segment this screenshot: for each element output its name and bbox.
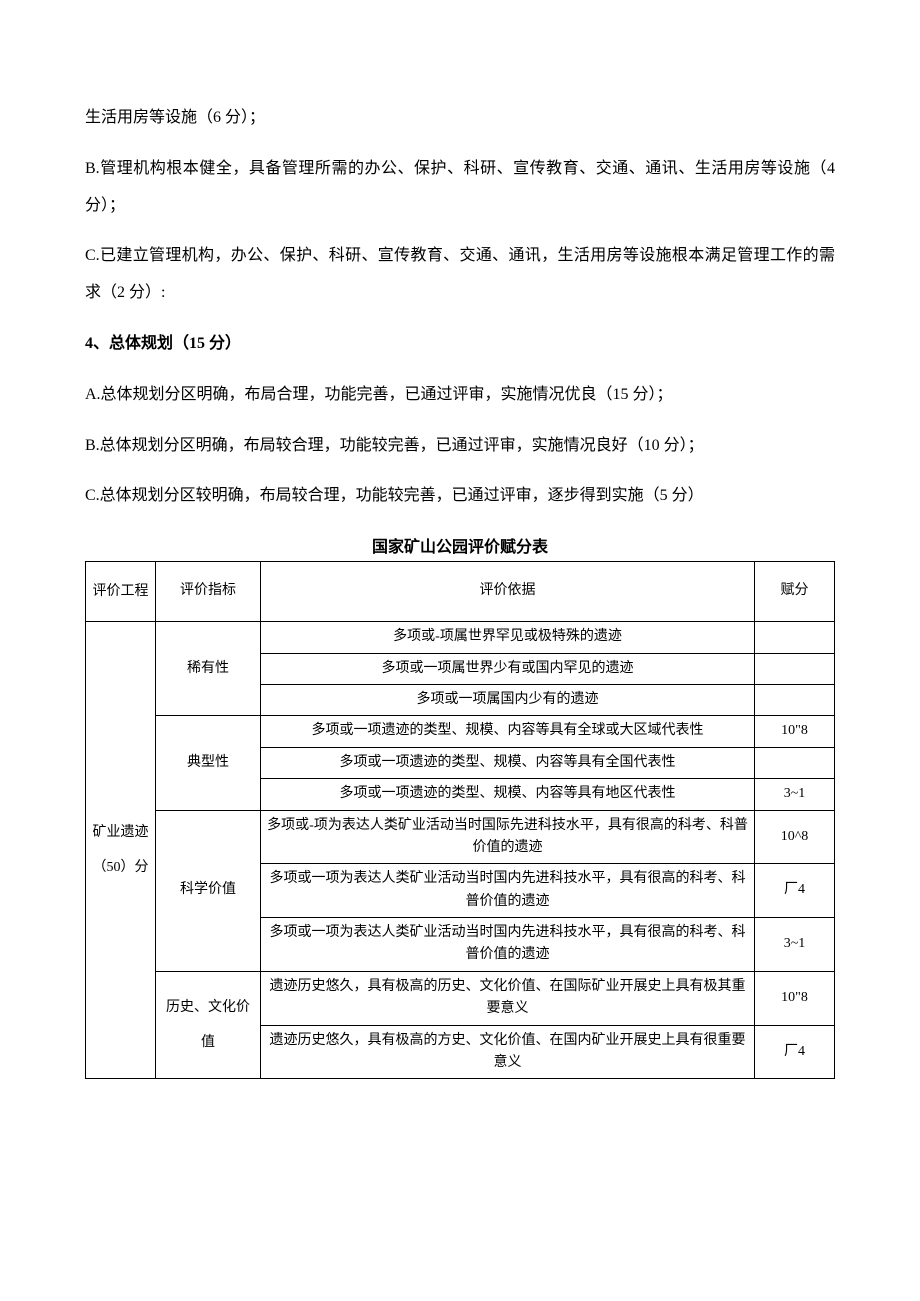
table-title: 国家矿山公园评价赋分表 — [85, 533, 835, 557]
criteria-cell: 多项或一项属世界少有或国内罕见的遗迹 — [261, 653, 755, 684]
table-title-text: 国家矿山公园评价赋分表 — [372, 539, 548, 556]
score-cell — [755, 653, 835, 684]
text-content: 生活用房等设施（6 分）； — [85, 109, 265, 126]
paragraph-option-c: C.已建立管理机构，办公、保护、科研、宣传教育、交通、通讯，生活用房等设施根本满… — [85, 238, 835, 312]
scoring-table: 评价工程 评价指标 评价依据 赋分 矿业遗迹（50）分 稀有性 多项或-项属世界… — [85, 561, 835, 1079]
criteria-cell: 多项或一项为表达人类矿业活动当时国内先进科技水平，具有很高的科考、科普价值的遗迹 — [261, 918, 755, 972]
indicator-cell: 历史、文化价值 — [156, 971, 261, 1079]
text-content: B.总体规划分区明确，布局较合理，功能较完善，已通过评审，实施情况良好（10 分… — [85, 437, 704, 454]
score-cell — [755, 622, 835, 653]
text-content: C.总体规划分区较明确，布局较合理，功能较完善，已通过评审，逐步得到实施（5 分… — [85, 487, 704, 504]
criteria-cell: 多项或一项遗迹的类型、规模、内容等具有全球或大区域代表性 — [261, 716, 755, 747]
table-row: 矿业遗迹（50）分 稀有性 多项或-项属世界罕见或极特殊的遗迹 — [86, 622, 835, 653]
indicator-cell: 科学价值 — [156, 810, 261, 971]
score-cell: 3~1 — [755, 779, 835, 810]
criteria-cell: 多项或-项为表达人类矿业活动当时国际先进科技水平，具有很高的科考、科普价值的遗迹 — [261, 810, 755, 864]
paragraph-facilities: 生活用房等设施（6 分）； — [85, 100, 835, 137]
table-row: 典型性 多项或一项遗迹的类型、规模、内容等具有全球或大区域代表性 10"8 — [86, 716, 835, 747]
heading-section-4: 4、总体规划（15 分） — [85, 326, 835, 363]
criteria-cell: 多项或一项为表达人类矿业活动当时国内先进科技水平，具有很高的科考、科普价值的遗迹 — [261, 864, 755, 918]
criteria-cell: 多项或一项属国内少有的遗迹 — [261, 684, 755, 715]
table-row: 科学价值 多项或-项为表达人类矿业活动当时国际先进科技水平，具有很高的科考、科普… — [86, 810, 835, 864]
score-cell — [755, 747, 835, 778]
paragraph-option-b: B.管理机构根本健全，具备管理所需的办公、保护、科研、宣传教育、交通、通讯、生活… — [85, 151, 835, 225]
score-cell: 厂4 — [755, 1025, 835, 1079]
criteria-cell: 遗迹历史悠久，具有极高的历史、文化价值、在国际矿业开展史上具有极其重要意义 — [261, 971, 755, 1025]
score-cell: 10"8 — [755, 971, 835, 1025]
paragraph-4c: C.总体规划分区较明确，布局较合理，功能较完善，已通过评审，逐步得到实施（5 分… — [85, 478, 835, 515]
table-row: 历史、文化价值 遗迹历史悠久，具有极高的历史、文化价值、在国际矿业开展史上具有极… — [86, 971, 835, 1025]
criteria-cell: 多项或-项属世界罕见或极特殊的遗迹 — [261, 622, 755, 653]
criteria-cell: 多项或一项遗迹的类型、规模、内容等具有全国代表性 — [261, 747, 755, 778]
header-col4: 赋分 — [755, 562, 835, 622]
paragraph-4a: A.总体规划分区明确，布局合理，功能完善，已通过评审，实施情况优良（15 分）； — [85, 377, 835, 414]
table-header-row: 评价工程 评价指标 评价依据 赋分 — [86, 562, 835, 622]
indicator-cell: 典型性 — [156, 716, 261, 810]
score-cell: 10"8 — [755, 716, 835, 747]
header-col2: 评价指标 — [156, 562, 261, 622]
score-cell: 厂4 — [755, 864, 835, 918]
text-content: C.已建立管理机构，办公、保护、科研、宣传教育、交通、通讯，生活用房等设施根本满… — [85, 247, 835, 301]
score-cell: 3~1 — [755, 918, 835, 972]
score-cell — [755, 684, 835, 715]
category-cell: 矿业遗迹（50）分 — [86, 622, 156, 1079]
header-col1: 评价工程 — [86, 562, 156, 622]
text-content: A.总体规划分区明确，布局合理，功能完善，已通过评审，实施情况优良（15 分）； — [85, 386, 673, 403]
text-content: B.管理机构根本健全，具备管理所需的办公、保护、科研、宣传教育、交通、通讯、生活… — [85, 160, 835, 214]
header-col3: 评价依据 — [261, 562, 755, 622]
score-cell: 10^8 — [755, 810, 835, 864]
criteria-cell: 遗迹历史悠久，具有极高的方史、文化价值、在国内矿业开展史上具有很重要意义 — [261, 1025, 755, 1079]
heading-text: 4、总体规划（15 分） — [85, 335, 241, 352]
criteria-cell: 多项或一项遗迹的类型、规模、内容等具有地区代表性 — [261, 779, 755, 810]
indicator-cell: 稀有性 — [156, 622, 261, 716]
paragraph-4b: B.总体规划分区明确，布局较合理，功能较完善，已通过评审，实施情况良好（10 分… — [85, 428, 835, 465]
